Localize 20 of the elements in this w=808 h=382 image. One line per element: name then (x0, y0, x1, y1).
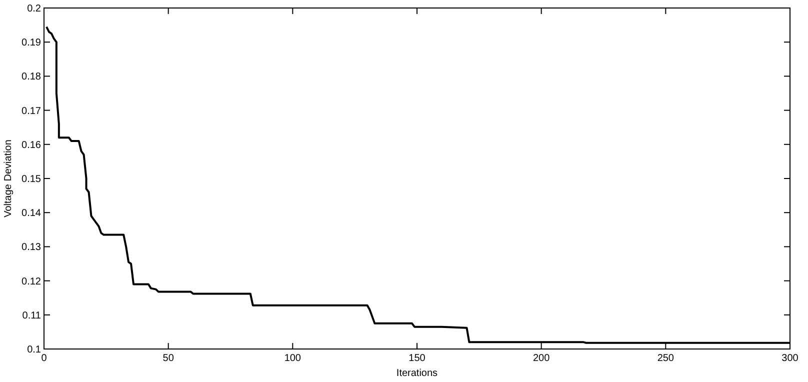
y-tick-label: 0.15 (22, 174, 42, 185)
y-tick-label: 0.14 (22, 208, 42, 220)
x-tick-label: 300 (782, 353, 799, 364)
x-tick-label: 250 (657, 353, 674, 364)
x-tick-label: 100 (284, 353, 302, 364)
y-tick-label: 0.1 (27, 344, 42, 356)
y-tick-label: 0.12 (22, 276, 42, 288)
x-tick-label: 200 (532, 353, 550, 364)
y-tick-label: 0.18 (22, 72, 42, 83)
y-tick-label: 0.2 (27, 4, 42, 14)
y-tick-label: 0.13 (22, 242, 42, 254)
y-axis-title: Voltage Deviation (3, 140, 14, 218)
y-tick-label: 0.11 (22, 310, 42, 322)
y-tick-label: 0.17 (22, 106, 42, 117)
x-axis-title: Iterations (396, 368, 438, 379)
x-tick-label: 150 (408, 353, 426, 364)
y-tick-label: 0.19 (22, 38, 42, 49)
x-tick-label: 50 (162, 353, 174, 364)
y-tick-label: 0.16 (22, 140, 42, 151)
x-tick-label: 0 (41, 353, 48, 364)
